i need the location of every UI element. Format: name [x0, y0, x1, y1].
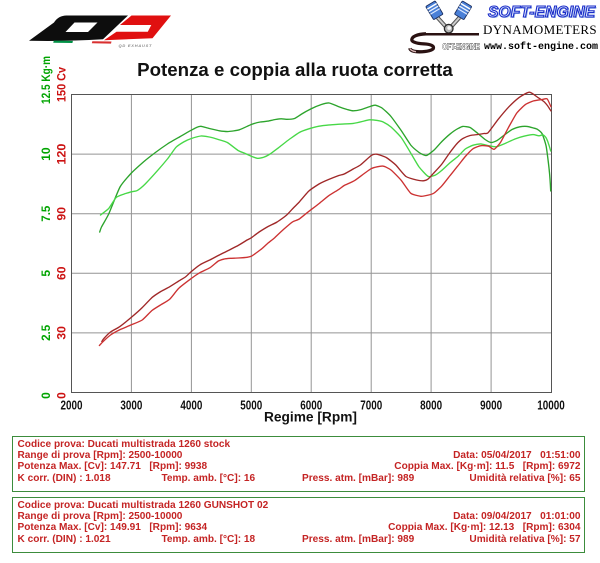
svg-text:10: 10: [39, 147, 53, 161]
svg-text:7.5: 7.5: [39, 205, 53, 221]
svg-text:Potenza e coppia alla ruota co: Potenza e coppia alla ruota corretta: [137, 59, 453, 80]
svg-text:7000: 7000: [360, 398, 382, 413]
svg-text:OFT-ENGINE: OFT-ENGINE: [442, 41, 480, 51]
svg-text:90: 90: [55, 207, 69, 221]
svg-text:10000: 10000: [537, 398, 565, 413]
svg-text:12.5 Kg·m: 12.5 Kg·m: [39, 56, 53, 104]
svg-text:3000: 3000: [120, 398, 142, 413]
svg-text:30: 30: [55, 326, 69, 340]
svg-text:2.5: 2.5: [39, 325, 53, 341]
svg-text:4000: 4000: [180, 398, 202, 413]
svg-text:120: 120: [55, 143, 69, 164]
svg-text:0: 0: [39, 392, 53, 399]
svg-text:2000: 2000: [61, 398, 83, 413]
svg-text:6000: 6000: [300, 398, 322, 413]
svg-text:QD EXHAUST: QD EXHAUST: [119, 43, 153, 48]
svg-text:150 Cv: 150 Cv: [55, 67, 69, 102]
svg-text:0: 0: [55, 392, 69, 399]
svg-text:Regime [Rpm]: Regime [Rpm]: [264, 410, 357, 425]
svg-text:9000: 9000: [480, 398, 502, 413]
svg-text:5: 5: [39, 270, 53, 277]
svg-text:8000: 8000: [420, 398, 442, 413]
svg-text:5000: 5000: [240, 398, 262, 413]
svg-text:60: 60: [55, 266, 69, 280]
